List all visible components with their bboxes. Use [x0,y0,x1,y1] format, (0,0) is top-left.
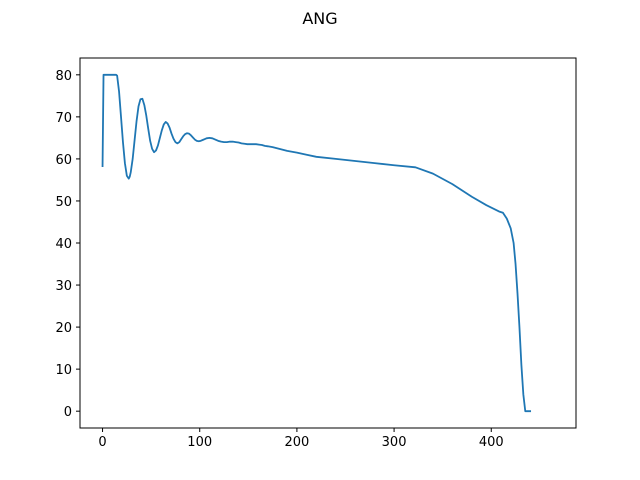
series-line [101,73,532,413]
plot-area [101,73,532,413]
x-tick-label: 0 [98,435,106,450]
y-tick-label: 50 [55,195,72,210]
y-tick-label: 20 [55,321,72,336]
y-tick-label: 80 [55,69,72,84]
x-tick-label: 400 [479,435,504,450]
y-tick-label: 40 [55,237,72,252]
x-tick-label: 200 [284,435,309,450]
x-tick-label: 300 [382,435,407,450]
axes-frame [79,57,577,429]
y-tick-label: 60 [55,153,72,168]
y-tick-label: 70 [55,111,72,126]
x-tick-label: 100 [187,435,212,450]
chart-title: ANG [302,9,337,28]
y-tick-label: 0 [64,405,72,420]
y-tick-label: 30 [55,279,72,294]
axis-ticks: 0 100 200 300 400 0 10 20 30 40 50 60 70 80 [55,69,503,450]
y-tick-label: 10 [55,363,72,378]
